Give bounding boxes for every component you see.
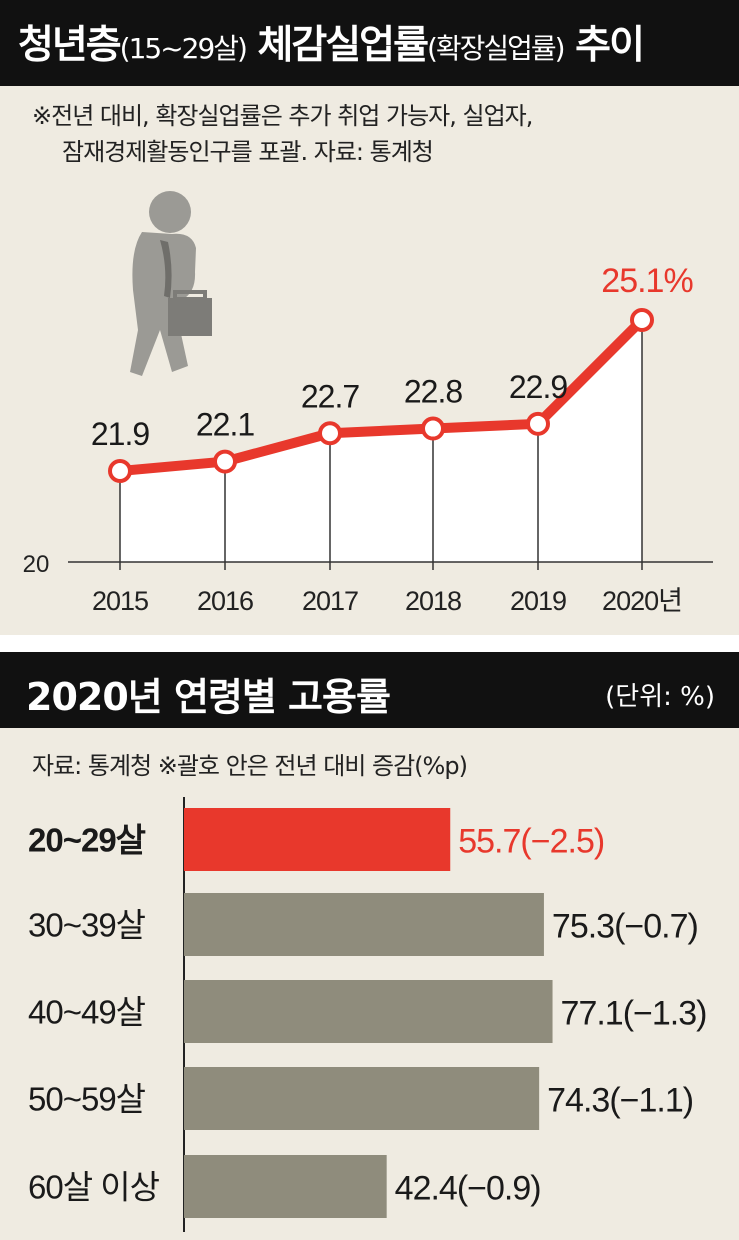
x-tick-label: 2019 <box>510 586 566 616</box>
x-tick-label: 2015 <box>92 586 148 616</box>
category-label: 50~59살 <box>28 1081 146 1118</box>
series-line <box>119 316 646 476</box>
category-label: 20~29살 <box>28 822 146 859</box>
data-point <box>108 459 132 483</box>
unit-label: (단위: %) <box>605 682 715 712</box>
data-point <box>213 449 237 474</box>
bar-chart-note: 자료: 통계청 ※괄호 안은 전년 대비 증감(%p) <box>32 752 468 780</box>
bar-title-text: 2020년 연령별 고용률 <box>26 675 391 719</box>
data-point <box>526 411 550 436</box>
bar-value-label: 55.7(−2.5) <box>458 823 604 861</box>
bar-value-label: 75.3(−0.7) <box>552 908 698 946</box>
x-tick-label: 2016 <box>197 586 253 616</box>
x-tick-label: 2020년 <box>602 586 682 616</box>
data-label: 21.9 <box>91 416 149 452</box>
line-area-fill <box>120 320 642 562</box>
title-age-range: (15~29살) <box>119 32 248 65</box>
bar-value-label: 74.3(−1.1) <box>547 1082 693 1120</box>
line-chart-note: ※전년 대비, 확장실업률은 추가 취업 가능자, 실업자, 잠재경제활동인구를… <box>32 98 732 170</box>
category-label: 60살 이상 <box>28 1169 160 1206</box>
bar <box>184 1067 540 1130</box>
note-line-1: ※전년 대비, 확장실업률은 추가 취업 가능자, 실업자, <box>32 102 533 130</box>
x-tick-label: 2018 <box>405 586 461 616</box>
note-line-2: 잠재경제활동인구를 포괄. 자료: 통계청 <box>62 138 434 166</box>
title-paren-note: (확장실업률) <box>426 32 566 65</box>
title-main: 청년층 <box>18 23 122 68</box>
category-label: 30~39살 <box>28 907 146 944</box>
section-divider <box>0 635 739 652</box>
data-point <box>421 416 445 441</box>
y-axis-label: 20 <box>23 551 50 578</box>
line-chart: 20 2015 2016 2017 2018 2019 2020년 21.9 22.1 22.7 2… <box>23 191 713 616</box>
title-mid: 체감실업률 <box>245 23 429 68</box>
data-point <box>630 308 654 332</box>
data-label: 22.8 <box>404 374 462 410</box>
bar-chart-title: 2020년 연령별 고용률 (단위: %) <box>0 652 739 728</box>
bar-value-label: 42.4(−0.9) <box>395 1170 541 1208</box>
data-point <box>318 421 342 446</box>
data-label: 22.7 <box>301 378 359 414</box>
bar-value-label: 77.1(−1.3) <box>561 995 707 1033</box>
category-label: 40~49살 <box>28 994 146 1031</box>
bar <box>184 893 544 956</box>
line-chart-title: 청년층(15~29살) 체감실업률(확장실업률) 추이 <box>0 0 739 86</box>
bar <box>184 1155 387 1218</box>
x-tick-label: 2017 <box>302 586 358 616</box>
bar <box>184 980 553 1043</box>
data-label: 22.9 <box>509 369 567 405</box>
data-label: 25.1% <box>601 262 693 300</box>
unemployed-person-with-briefcase-icon <box>130 191 212 376</box>
title-end: 추이 <box>563 23 645 68</box>
data-label: 22.1 <box>196 407 254 443</box>
bar <box>184 808 451 871</box>
